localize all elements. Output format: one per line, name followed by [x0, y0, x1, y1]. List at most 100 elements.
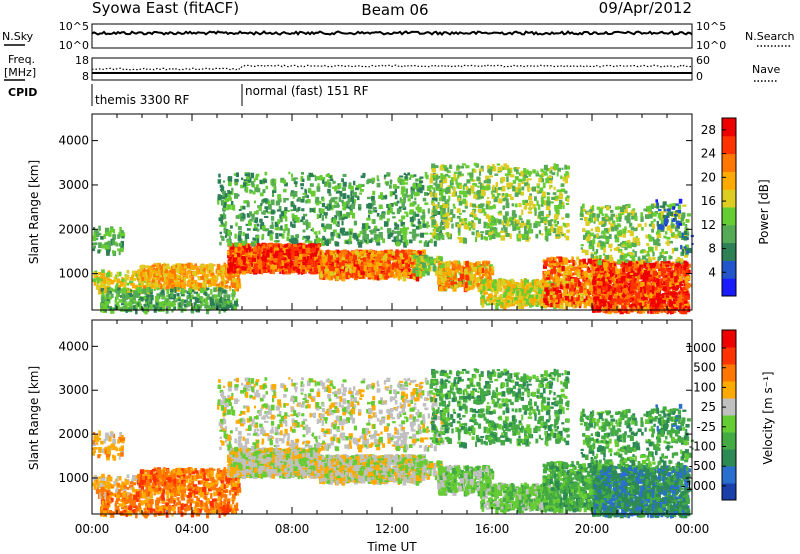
power-cell — [468, 280, 472, 286]
power-cell — [391, 239, 395, 242]
power-cell — [300, 172, 304, 175]
power-cell — [204, 267, 208, 271]
power-cell — [208, 263, 213, 269]
power-cell — [212, 302, 216, 307]
power-cell — [256, 187, 261, 193]
power-cell — [408, 231, 413, 234]
freq-tick-top: 18 — [75, 54, 89, 67]
power-cell — [288, 239, 293, 242]
power-cell — [139, 297, 144, 302]
power-cell — [372, 250, 375, 254]
power-cell — [236, 264, 242, 269]
power-cell — [274, 244, 278, 247]
power-cell — [396, 257, 401, 261]
power-cell — [158, 267, 161, 273]
power-cell — [231, 292, 236, 298]
power-cell — [325, 174, 330, 178]
power-cell — [198, 283, 202, 287]
power-cell — [365, 224, 369, 231]
power-cell — [235, 298, 239, 302]
nave-trace — [91, 64, 693, 71]
power-cell — [285, 198, 289, 201]
power-cell — [386, 259, 391, 263]
power-cell — [136, 294, 139, 298]
power-cell — [266, 252, 270, 258]
power-cell — [178, 275, 183, 278]
power-cell — [235, 273, 238, 277]
power-cell — [147, 266, 152, 272]
power-cell — [267, 261, 270, 266]
power-cell — [247, 220, 252, 227]
power-cell — [121, 234, 125, 239]
power-cell — [374, 209, 378, 213]
power-cell — [190, 276, 195, 281]
power-cell — [195, 281, 199, 287]
power-cell — [209, 265, 214, 269]
power-cell — [132, 277, 137, 281]
power-cell — [228, 262, 232, 266]
power-cell — [119, 288, 124, 293]
power-cell — [314, 266, 317, 271]
power-cell — [171, 268, 176, 275]
power-cell — [147, 288, 150, 292]
power-cell — [213, 287, 217, 293]
power-cell — [303, 256, 306, 261]
power-cell — [183, 265, 187, 269]
power-cell — [291, 256, 296, 261]
power-cell — [149, 284, 153, 289]
power-cell — [228, 252, 232, 257]
power-cell — [100, 236, 104, 240]
power-cell — [155, 272, 158, 276]
power-cell — [393, 274, 396, 279]
power-cell — [404, 211, 408, 214]
power-cell — [174, 268, 177, 273]
power-cell — [106, 289, 111, 292]
power-cell — [94, 229, 99, 233]
power-cell — [109, 287, 113, 291]
power-cell — [260, 256, 265, 260]
power-cell — [141, 271, 146, 276]
power-cell — [102, 279, 107, 285]
power-cell — [275, 239, 280, 243]
power-cell — [235, 172, 239, 178]
power-cell — [398, 219, 403, 222]
power-cell — [323, 273, 328, 278]
power-cell — [381, 253, 384, 256]
power-cell — [228, 256, 232, 262]
power-cell — [234, 178, 239, 183]
power-cell — [301, 208, 305, 212]
power-cell — [241, 268, 246, 275]
power-cell — [367, 178, 372, 184]
power-cell — [309, 247, 313, 253]
power-cell — [261, 245, 266, 249]
power-cell — [393, 231, 398, 234]
power-cell — [371, 180, 374, 185]
power-cell — [275, 233, 279, 239]
power-cell — [298, 197, 301, 201]
power-cell — [227, 250, 230, 256]
power-cell — [102, 276, 107, 281]
power-cell — [283, 257, 287, 263]
power-cell — [194, 265, 199, 269]
power-cell — [232, 252, 235, 259]
power-cell — [294, 218, 297, 222]
power-cell — [373, 234, 378, 240]
power-cell — [123, 305, 127, 309]
power-cell — [225, 234, 228, 238]
power-cell — [110, 309, 115, 314]
power-cell — [165, 279, 169, 286]
power-cell — [427, 208, 430, 214]
power-cell — [346, 200, 350, 205]
power-cell — [245, 252, 249, 256]
power-cell — [145, 275, 148, 280]
power-cell — [248, 249, 251, 255]
power-cell — [190, 294, 194, 298]
power-cell — [150, 271, 153, 276]
power-cell — [338, 233, 341, 239]
power-cell — [294, 256, 299, 262]
power-cell — [378, 195, 382, 199]
power-cell — [221, 200, 224, 206]
power-cell — [384, 194, 388, 200]
